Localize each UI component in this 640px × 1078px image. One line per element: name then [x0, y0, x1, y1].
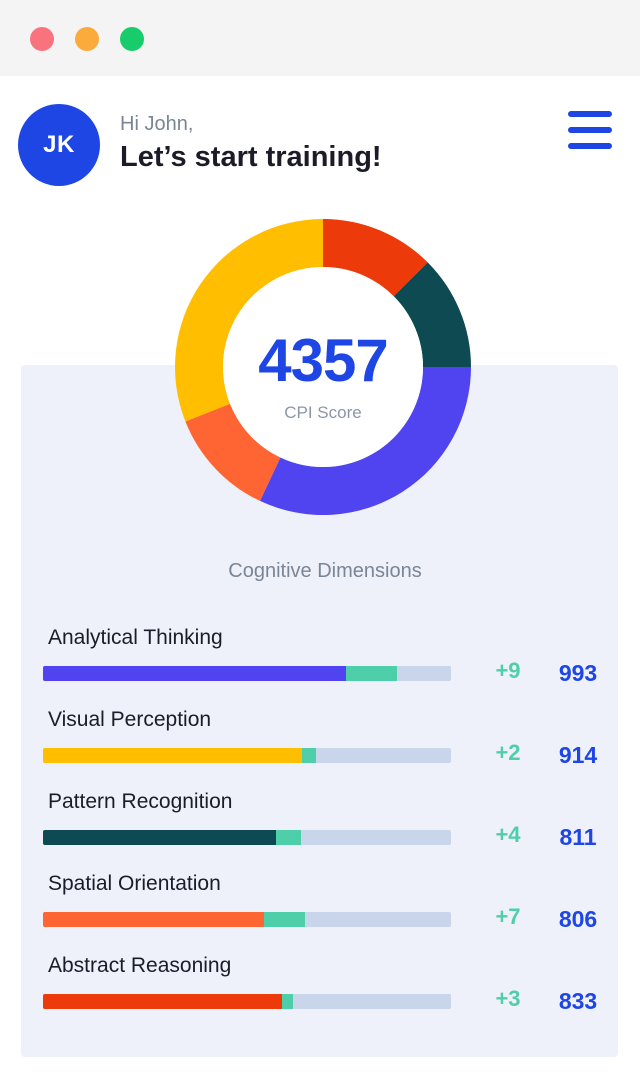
progress-fill [43, 912, 265, 927]
dimension-progress-bar [43, 666, 451, 681]
donut-segment-analytical-thinking [259, 367, 471, 515]
dimension-score: 914 [558, 742, 598, 768]
progress-gain [281, 994, 293, 1009]
progress-gain [264, 912, 305, 927]
dimension-score: 993 [558, 660, 598, 686]
dimension-score: 811 [559, 824, 597, 850]
dimension-row[interactable]: Abstract Reasoning +3 833 [0, 954, 640, 1036]
cpi-score-donut: 4357 CPI Score [175, 218, 471, 516]
close-window-dot[interactable] [30, 27, 54, 51]
dimension-score: 806 [558, 906, 598, 932]
dimension-progress-bar [43, 748, 451, 763]
dimension-row[interactable]: Visual Perception +2 914 [0, 708, 640, 790]
dimension-delta: +2 [495, 740, 521, 765]
donut-segment-pattern-recognition [393, 262, 471, 367]
donut-center [223, 267, 423, 467]
progress-fill [43, 830, 277, 845]
menu-line [568, 127, 612, 133]
dimension-progress-bar [43, 830, 451, 845]
dimension-row[interactable]: Pattern Recognition +4 811 [0, 790, 640, 872]
dimension-row[interactable]: Analytical Thinking +9 993 [0, 626, 640, 708]
greeting-subtitle: Hi John, [120, 113, 194, 135]
dimension-delta: +9 [495, 658, 521, 683]
maximize-window-dot[interactable] [120, 27, 144, 51]
donut-chart [175, 219, 471, 515]
dimension-progress-bar [43, 912, 451, 927]
window-titlebar [0, 0, 640, 76]
donut-segment-visual-perception [175, 219, 323, 422]
dimension-label: Visual Perception [48, 708, 212, 731]
dimension-label: Spatial Orientation [48, 872, 221, 895]
cpi-score-label: CPI Score [284, 403, 362, 422]
greeting-title: Let’s start training! [120, 141, 382, 173]
donut-segment-abstract-reasoning [323, 219, 428, 297]
hamburger-menu-icon[interactable] [566, 110, 614, 152]
dimension-score: 833 [558, 988, 598, 1014]
progress-gain [346, 666, 398, 681]
progress-fill [43, 666, 347, 681]
dimension-delta: +3 [495, 986, 521, 1011]
avatar[interactable]: JK [18, 104, 100, 186]
donut-segment-spatial-orientation [185, 403, 281, 501]
menu-line [568, 143, 612, 149]
dimension-label: Abstract Reasoning [48, 954, 232, 977]
menu-line [568, 111, 612, 117]
cpi-score-value: 4357 [258, 327, 388, 394]
dimension-delta: +7 [495, 904, 521, 929]
minimize-window-dot[interactable] [75, 27, 99, 51]
progress-fill [43, 994, 282, 1009]
dimension-row[interactable]: Spatial Orientation +7 806 [0, 872, 640, 954]
dimension-progress-bar [43, 994, 451, 1009]
dimension-delta: +4 [495, 822, 521, 847]
dimension-label: Pattern Recognition [48, 790, 233, 813]
progress-fill [43, 748, 303, 763]
dimension-label: Analytical Thinking [48, 626, 223, 649]
progress-gain [276, 830, 301, 845]
progress-gain [302, 748, 317, 763]
section-title: Cognitive Dimensions [228, 560, 422, 582]
